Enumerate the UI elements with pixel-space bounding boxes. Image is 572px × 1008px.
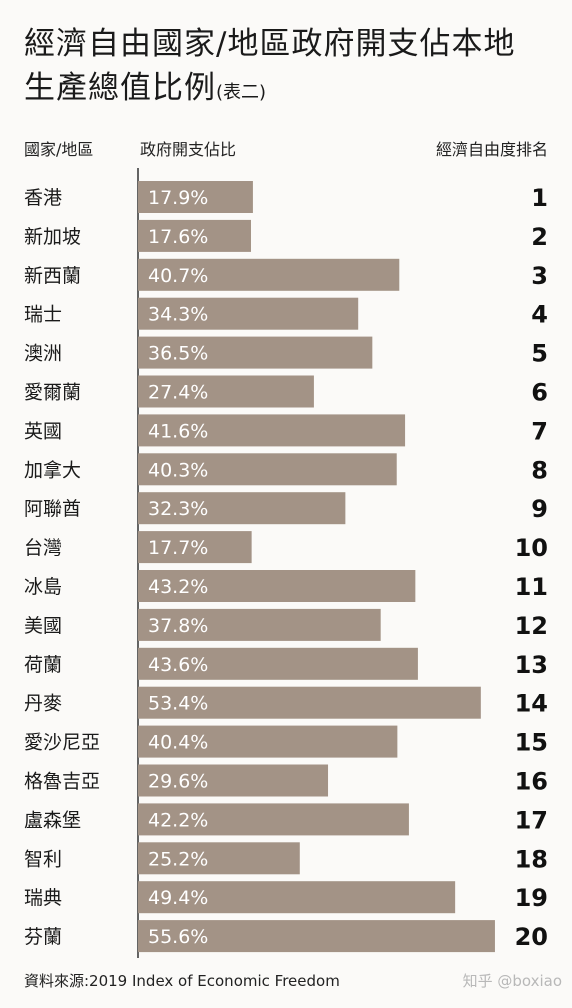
bar: [138, 414, 406, 447]
value-label: 29.6%: [148, 771, 208, 793]
rank-label: 19: [515, 884, 548, 912]
rank-label: 4: [531, 301, 548, 329]
rank-label: 13: [515, 651, 548, 679]
title-line-2: 生產總值比例(表二): [24, 66, 564, 115]
value-label: 49.4%: [148, 887, 208, 909]
category-label: 芬蘭: [24, 926, 62, 948]
rank-label: 17: [515, 806, 548, 834]
value-label: 42.2%: [148, 809, 208, 831]
category-label: 冰島: [24, 576, 62, 598]
value-label: 43.6%: [148, 654, 208, 676]
rank-label: 2: [531, 223, 548, 251]
rank-label: 14: [515, 690, 548, 718]
rank-label: 11: [515, 573, 548, 601]
bar: [138, 453, 397, 486]
value-label: 34.3%: [148, 304, 208, 326]
rank-label: 9: [531, 495, 548, 523]
title-line-1: 經濟自由國家/地區政府開支佔本地: [24, 26, 516, 62]
category-label: 格魯吉亞: [24, 771, 100, 793]
category-label: 愛爾蘭: [24, 382, 81, 404]
rank-label: 10: [515, 534, 548, 562]
value-label: 55.6%: [148, 926, 208, 948]
rank-label: 18: [515, 845, 548, 873]
category-label: 丹麥: [24, 693, 62, 715]
source-note: 資料來源:2019 Index of Economic Freedom: [24, 972, 340, 990]
bar: [138, 297, 359, 330]
value-label: 36.5%: [148, 343, 208, 365]
bar: [138, 803, 409, 836]
rank-label: 20: [515, 923, 548, 951]
bar: [138, 492, 346, 525]
watermark: 知乎 @boxiao: [462, 972, 562, 990]
category-label: 台灣: [24, 537, 62, 559]
category-label: 智利: [24, 848, 62, 870]
chart-title: 經濟自由國家/地區政府開支佔本地 生產總值比例(表二): [24, 22, 564, 115]
value-label: 43.2%: [148, 576, 208, 598]
bar: [138, 647, 418, 680]
bar: [138, 258, 400, 291]
category-label: 瑞典: [24, 887, 62, 909]
value-label: 40.7%: [148, 265, 208, 287]
category-label: 阿聯酋: [24, 498, 81, 520]
category-label: 愛沙尼亞: [24, 732, 100, 754]
category-label: 荷蘭: [24, 654, 62, 676]
bar: [138, 608, 381, 641]
value-label: 17.7%: [148, 537, 208, 559]
value-label: 37.8%: [148, 615, 208, 637]
value-label: 25.2%: [148, 848, 208, 870]
header-country: 國家/地區: [24, 140, 94, 159]
category-label: 澳洲: [24, 343, 62, 365]
bar: [138, 181, 253, 213]
bar: [138, 570, 416, 602]
category-label: 盧森堡: [24, 809, 81, 831]
rank-label: 8: [531, 456, 548, 484]
header-value: 政府開支佔比: [140, 140, 237, 159]
bar: [138, 531, 252, 564]
value-label: 40.4%: [148, 732, 208, 754]
value-label: 41.6%: [148, 420, 208, 442]
value-label: 53.4%: [148, 693, 208, 715]
value-label: 17.6%: [148, 226, 208, 248]
rank-label: 12: [515, 612, 548, 640]
value-label: 32.3%: [148, 498, 208, 520]
bar: [138, 686, 481, 719]
bar: [138, 375, 314, 408]
title-line-2-text: 生產總值比例: [24, 70, 216, 106]
title-note: (表二): [216, 82, 267, 103]
category-label: 英國: [24, 420, 62, 442]
rank-label: 6: [531, 379, 548, 407]
category-label: 加拿大: [24, 458, 81, 481]
rank-label: 3: [531, 262, 548, 290]
bar: [138, 764, 329, 797]
header-rank: 經濟自由度排名: [435, 140, 548, 159]
rank-label: 7: [531, 417, 548, 445]
value-label: 40.3%: [148, 459, 208, 481]
category-label: 新西蘭: [24, 265, 81, 287]
bar: [138, 336, 373, 369]
value-label: 17.9%: [148, 187, 208, 209]
rank-label: 16: [515, 768, 548, 796]
category-label: 瑞士: [24, 304, 62, 326]
bar: [138, 920, 495, 953]
category-label: 美國: [24, 615, 62, 637]
bar: [138, 842, 300, 875]
category-label: 香港: [24, 187, 62, 209]
bar: [138, 725, 398, 758]
value-label: 27.4%: [148, 382, 208, 404]
rank-label: 5: [531, 340, 548, 368]
rank-label: 1: [531, 184, 548, 212]
rank-label: 15: [515, 729, 548, 757]
category-label: 新加坡: [24, 226, 81, 248]
bar: [138, 881, 456, 914]
bar: [138, 219, 251, 252]
